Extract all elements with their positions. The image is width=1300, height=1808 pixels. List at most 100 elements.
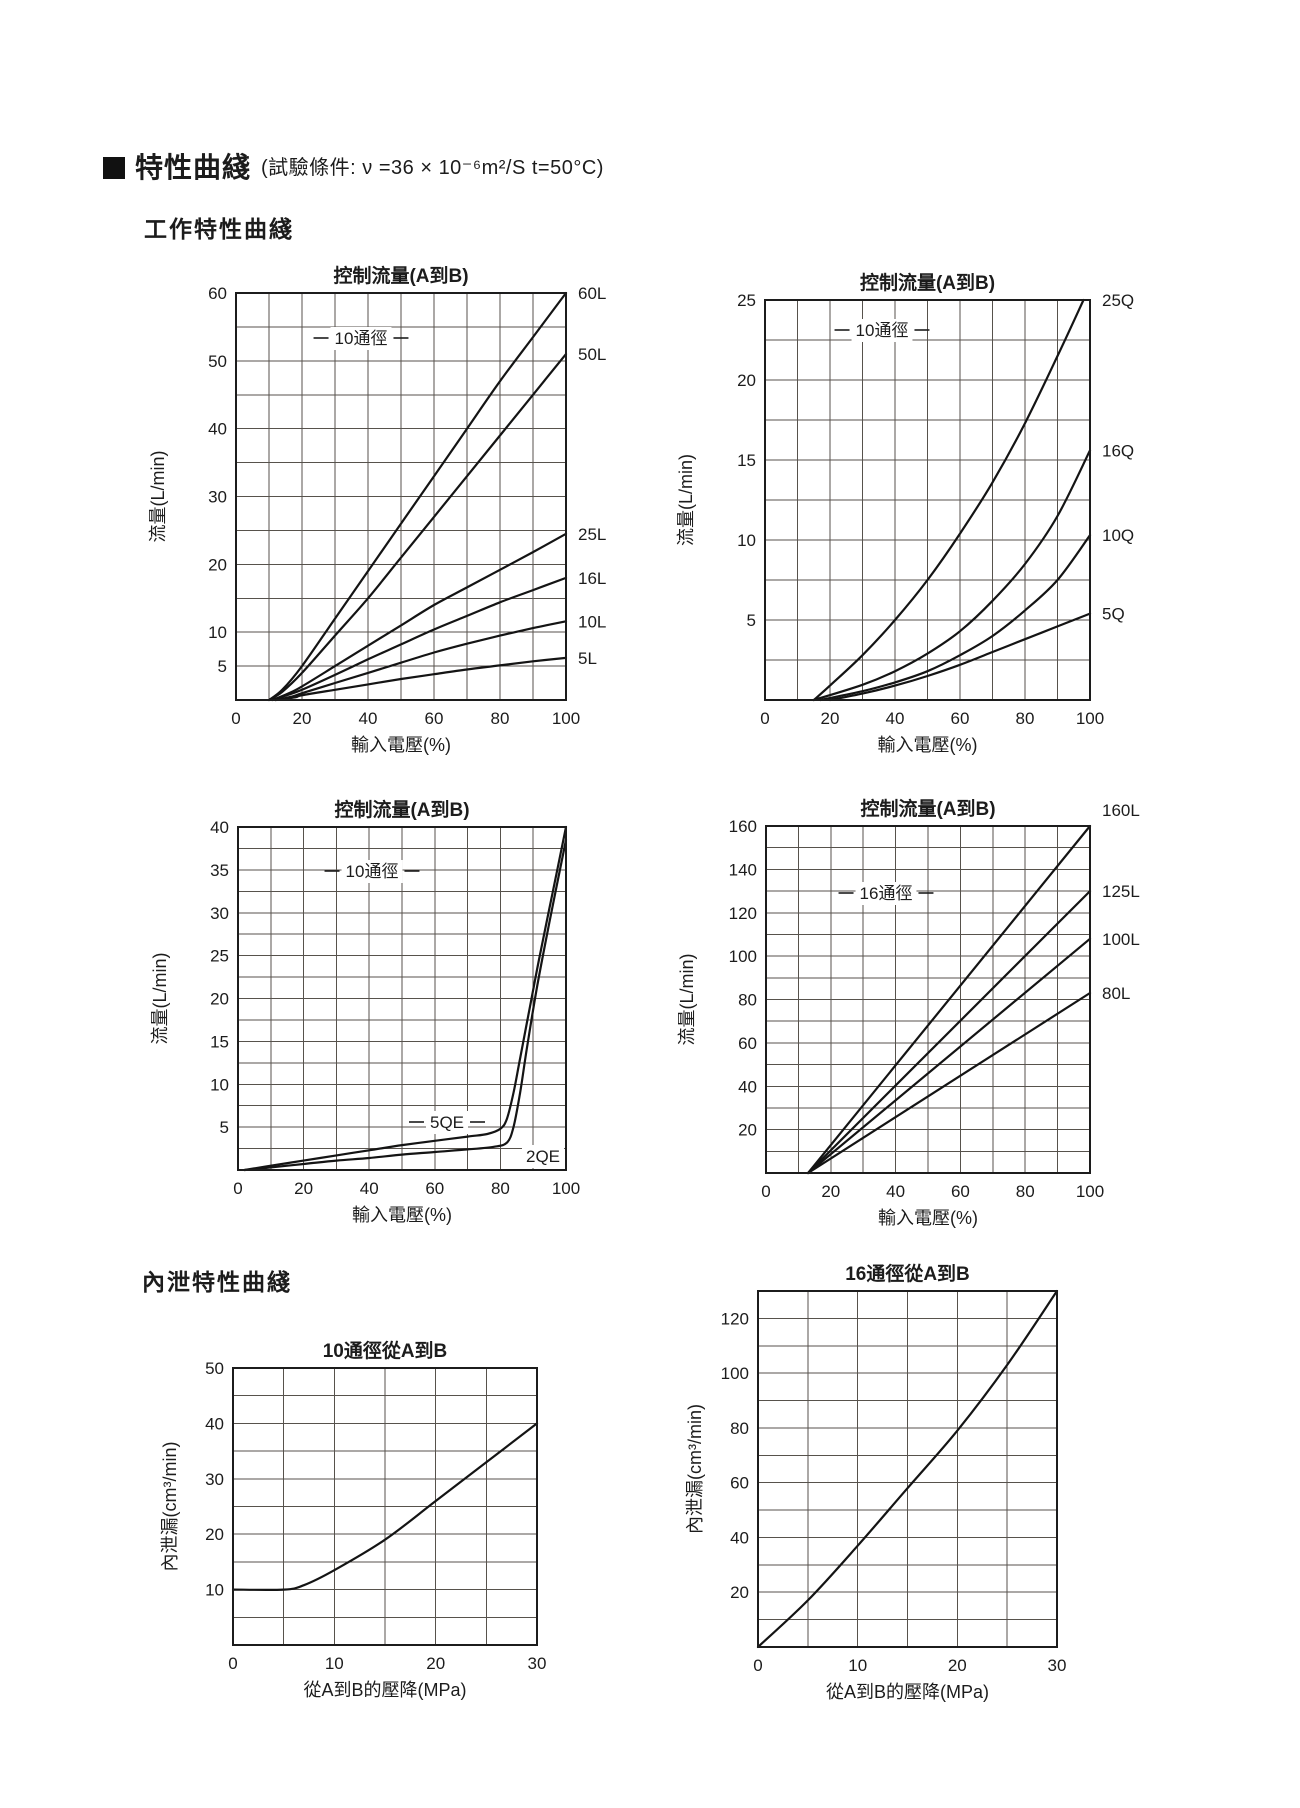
chart-title: 控制流量(A到B) <box>860 271 995 294</box>
y-tick-label: 40 <box>208 420 227 439</box>
series-curve-25Q <box>812 298 1085 702</box>
series-curve-100L <box>807 937 1092 1175</box>
chart-1: 控制流量(A到B) 5 10 20 30 40 50 60 流量(L/min) 0 20 40 60 80… <box>148 264 606 755</box>
y-tick-label: 40 <box>730 1529 749 1548</box>
x-axis-label: 輸入電壓(%) <box>878 735 978 755</box>
x-axis-label: 從A到B的壓降(MPa) <box>303 1680 466 1700</box>
y-tick-label: 10 <box>210 1075 229 1094</box>
chart-1-series <box>267 291 568 702</box>
y-tick-label: 20 <box>730 1583 749 1602</box>
series-curve-16Q <box>812 449 1092 702</box>
y-tick-label: 5 <box>218 657 227 676</box>
y-tick-label: 40 <box>210 818 229 837</box>
annotation-label-bg <box>855 882 917 905</box>
series-curve-2QE <box>243 838 568 1172</box>
y-tick-label: 80 <box>730 1419 749 1438</box>
y-tick-label: 15 <box>737 451 756 470</box>
series-label-100L: 100L <box>1102 930 1140 949</box>
chart-title: 控制流量(A到B) <box>860 797 995 820</box>
series-curve-5Q <box>828 612 1092 702</box>
x-tick-label: 60 <box>951 1182 970 1201</box>
x-tick-label: 60 <box>425 1179 444 1198</box>
plot-border <box>765 825 1091 1174</box>
y-tick-label: 60 <box>738 1034 757 1053</box>
y-tick-label: 20 <box>210 990 229 1009</box>
y-tick-label: 60 <box>208 284 227 303</box>
x-tick-label: 40 <box>886 709 905 728</box>
y-tick-label: 40 <box>205 1414 224 1433</box>
x-tick-label: 0 <box>760 709 769 728</box>
annotation-label: 10通徑 <box>335 329 388 348</box>
series-label-5L: 5L <box>578 649 597 668</box>
y-axis-label: 內泄漏(cm³/min) <box>160 1442 180 1572</box>
chart-3: 控制流量(A到B) 5 10 15 20 25 30 35 40 流量(L/min) 0 20 40 60… <box>150 798 580 1225</box>
y-tick-label: 35 <box>210 861 229 880</box>
y-tick-label: 20 <box>205 1525 224 1544</box>
chart-2: 控制流量(A到B) 5 10 15 20 25 流量(L/min) 0 20 40 60 80 100 輸… <box>676 271 1134 755</box>
chart-title: 16通徑從A到B <box>845 1262 970 1285</box>
y-axis-label: 流量(L/min) <box>677 953 697 1045</box>
series-curve-80L <box>807 991 1092 1175</box>
y-tick-label: 25 <box>737 291 756 310</box>
chart-title: 控制流量(A到B) <box>334 798 469 821</box>
y-tick-label: 20 <box>208 555 227 574</box>
annotation-label-bg <box>851 319 913 342</box>
y-axis-label: 流量(L/min) <box>148 450 168 542</box>
x-tick-label: 100 <box>1076 709 1104 728</box>
chart-4-grid <box>766 826 1090 1173</box>
chart-5-series <box>231 1422 539 1592</box>
series-label-5Q: 5Q <box>1102 605 1125 624</box>
x-tick-label: 40 <box>360 1179 379 1198</box>
annotation-label: 10通徑 <box>856 321 909 340</box>
y-tick-label: 25 <box>210 947 229 966</box>
chart-title: 10通徑從A到B <box>323 1339 448 1362</box>
x-tick-label: 0 <box>233 1179 242 1198</box>
x-tick-label: 80 <box>491 1179 510 1198</box>
series-label-10Q: 10Q <box>1102 526 1134 545</box>
y-tick-label: 30 <box>205 1470 224 1489</box>
y-tick-label: 10 <box>737 531 756 550</box>
series-label-10L: 10L <box>578 612 606 631</box>
y-tick-label: 10 <box>208 623 227 642</box>
x-tick-label: 100 <box>552 1179 580 1198</box>
series-curve-leakage-10 <box>231 1422 539 1592</box>
y-tick-label: 30 <box>210 904 229 923</box>
y-tick-label: 20 <box>738 1121 757 1140</box>
y-tick-label: 140 <box>729 860 757 879</box>
series-label-2QE-bg <box>521 1145 565 1168</box>
series-curve-5L <box>274 656 568 702</box>
series-label-50L: 50L <box>578 345 606 364</box>
y-tick-label: 5 <box>747 611 756 630</box>
page-title: 特性曲綫 (試驗條件: ν =36 × 10⁻⁶m²/S t=50°C) <box>103 152 604 184</box>
series-curve-60L <box>267 291 568 702</box>
x-tick-label: 0 <box>761 1182 770 1201</box>
x-tick-label: 60 <box>425 709 444 728</box>
series-label-16L: 16L <box>578 569 606 588</box>
y-tick-label: 30 <box>208 488 227 507</box>
chart-6-grid <box>758 1291 1057 1647</box>
y-axis-label: 流量(L/min) <box>676 454 696 546</box>
series-curve-16L <box>271 576 568 702</box>
chart-3-series <box>243 825 568 1172</box>
x-tick-label: 40 <box>359 709 378 728</box>
series-label-2QE: 2QE <box>526 1147 560 1166</box>
series-curve-5QE <box>243 825 568 1172</box>
y-tick-label: 60 <box>730 1474 749 1493</box>
y-tick-label: 15 <box>210 1032 229 1051</box>
x-tick-label: 20 <box>426 1654 445 1673</box>
series-label-25Q: 25Q <box>1102 291 1134 310</box>
series-label-5QE-bg <box>425 1111 469 1134</box>
annotation-label-bg <box>341 860 403 883</box>
y-tick-label: 160 <box>729 817 757 836</box>
y-tick-label: 5 <box>220 1118 229 1137</box>
chart-1-grid <box>236 293 566 700</box>
chart-5: 10通徑從A到B 10 20 30 40 50 內泄漏(cm³/min) 0 10 20 30 從A到… <box>160 1339 546 1700</box>
y-axis-label: 流量(L/min) <box>150 952 170 1044</box>
series-label-125L: 125L <box>1102 882 1140 901</box>
x-tick-label: 80 <box>1016 709 1035 728</box>
x-tick-label: 60 <box>951 709 970 728</box>
page-title-condition: (試驗條件: ν =36 × 10⁻⁶m²/S t=50°C) <box>261 157 604 179</box>
chart-2-grid <box>765 300 1090 700</box>
x-tick-label: 20 <box>948 1656 967 1675</box>
